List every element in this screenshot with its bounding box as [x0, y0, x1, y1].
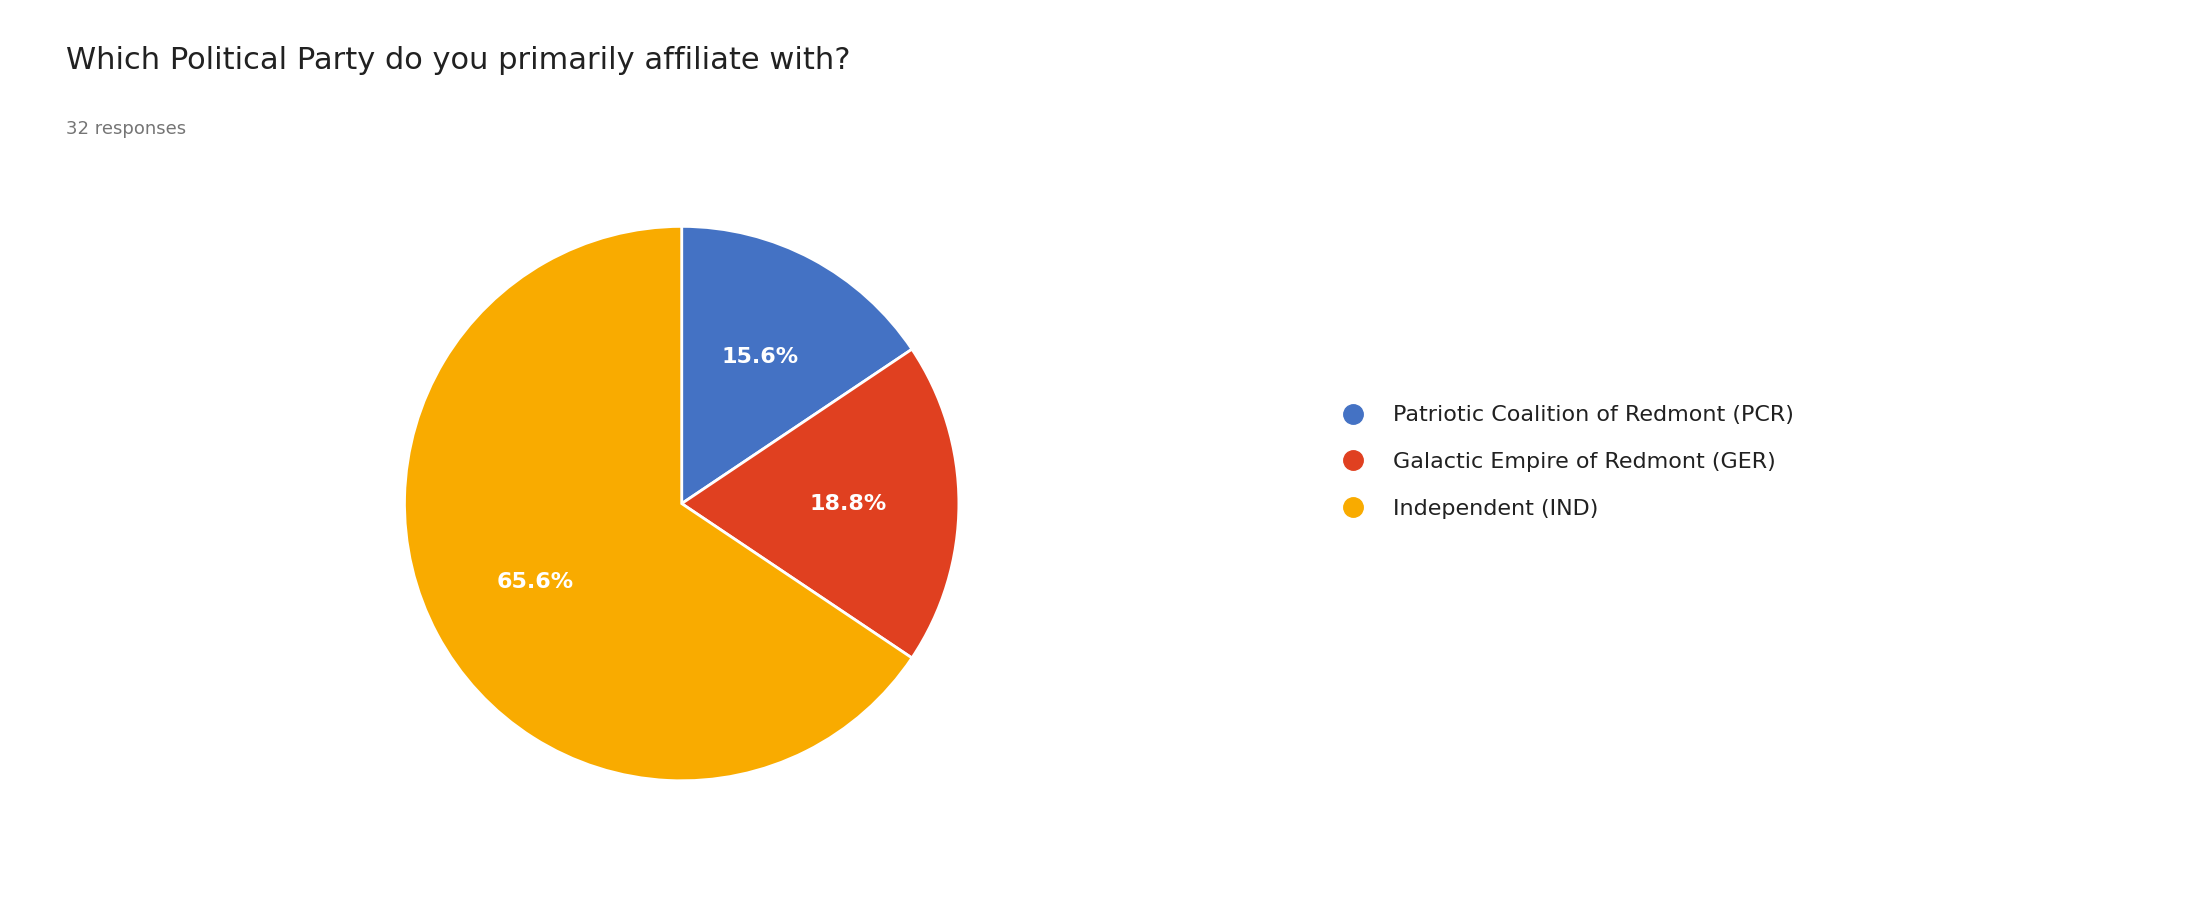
Wedge shape — [682, 349, 959, 658]
Text: Which Political Party do you primarily affiliate with?: Which Political Party do you primarily a… — [66, 46, 851, 75]
Text: 18.8%: 18.8% — [809, 493, 886, 514]
Wedge shape — [405, 226, 913, 781]
Text: 32 responses: 32 responses — [66, 120, 187, 138]
Text: 65.6%: 65.6% — [497, 572, 574, 592]
Wedge shape — [682, 226, 913, 504]
Legend: Patriotic Coalition of Redmont (PCR), Galactic Empire of Redmont (GER), Independ: Patriotic Coalition of Redmont (PCR), Ga… — [1330, 406, 1794, 518]
Text: 15.6%: 15.6% — [721, 346, 798, 367]
